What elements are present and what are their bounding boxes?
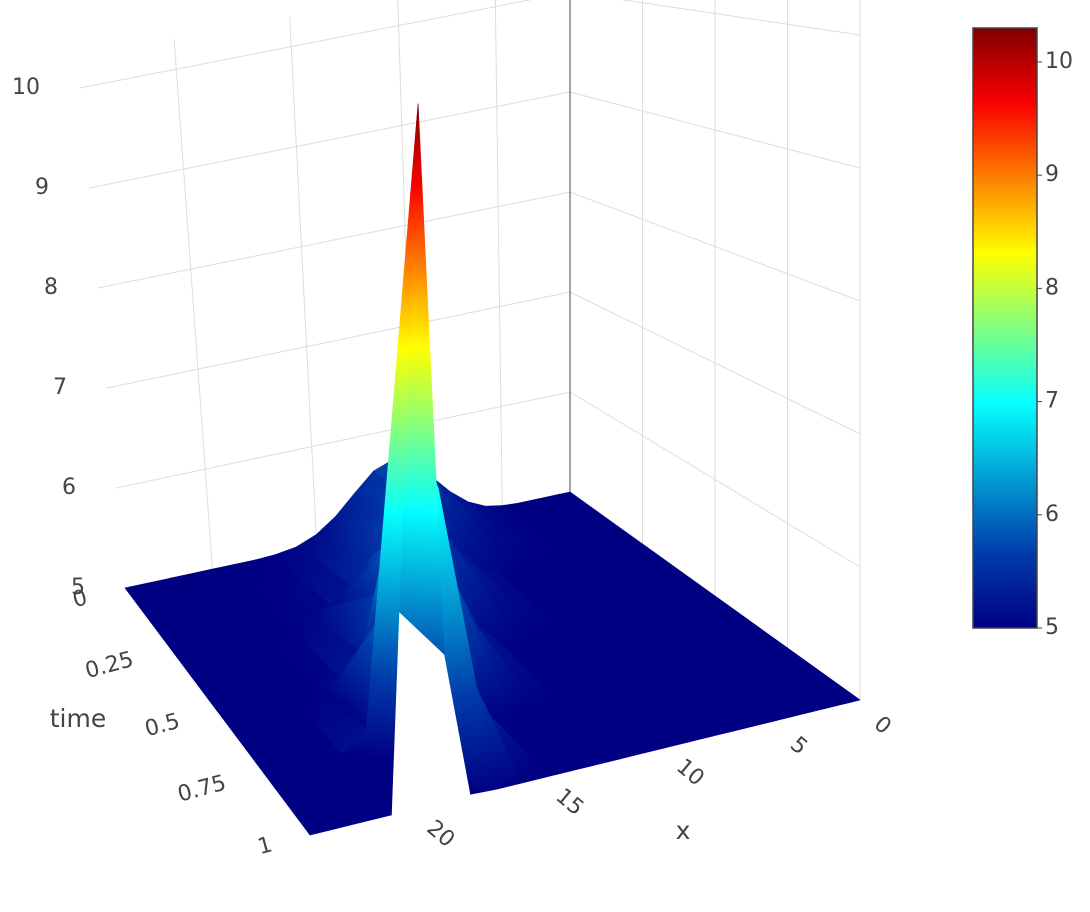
z-tick-label: 5 [71, 575, 85, 600]
x-tick-label: 20 [422, 816, 460, 853]
colorbar-tick-label: 8 [1045, 275, 1059, 300]
colorbar [972, 27, 1038, 629]
x-tick-label: 15 [551, 784, 589, 821]
colorbar-tick-label: 7 [1045, 389, 1059, 414]
y-tick-label: 0 [70, 585, 90, 613]
grid-line [106, 291, 571, 389]
y-tick-label: 0.25 [83, 647, 137, 684]
colorbar-tick-label: 6 [1045, 502, 1059, 527]
colorbar-tick-label: 5 [1045, 615, 1059, 640]
grid-line [569, 291, 861, 435]
grid-line [173, 39, 213, 570]
z-tick-label: 8 [44, 275, 58, 300]
z-tick-label: 10 [12, 75, 40, 100]
z-tick-label: 9 [35, 175, 49, 200]
y-axis-title: time [50, 704, 106, 733]
grid-line [289, 16, 318, 547]
grid-line [569, 91, 861, 169]
grid-line [494, 0, 503, 507]
y-tick-label: 0.5 [142, 709, 182, 742]
y-tick-label: 0.75 [175, 771, 229, 808]
y-tick-label: 1 [255, 832, 275, 860]
surface-patch [263, 766, 338, 836]
z-tick-label: 7 [53, 375, 67, 400]
grid-line [569, 391, 861, 568]
grid-line [620, 0, 861, 36]
x-tick-label: 0 [869, 712, 896, 740]
x-tick-label: 10 [671, 754, 709, 791]
z-tick-label: 6 [62, 475, 76, 500]
x-tick-label: 5 [785, 732, 812, 760]
grid-line [79, 0, 532, 89]
grid-line [88, 91, 571, 189]
colorbar-tick-label: 9 [1045, 162, 1059, 187]
colorbar-tick-label: 10 [1045, 49, 1073, 74]
grid-line [115, 391, 571, 489]
grid-line [569, 191, 861, 302]
x-axis-title: x [676, 816, 691, 845]
grid-line [97, 191, 571, 289]
